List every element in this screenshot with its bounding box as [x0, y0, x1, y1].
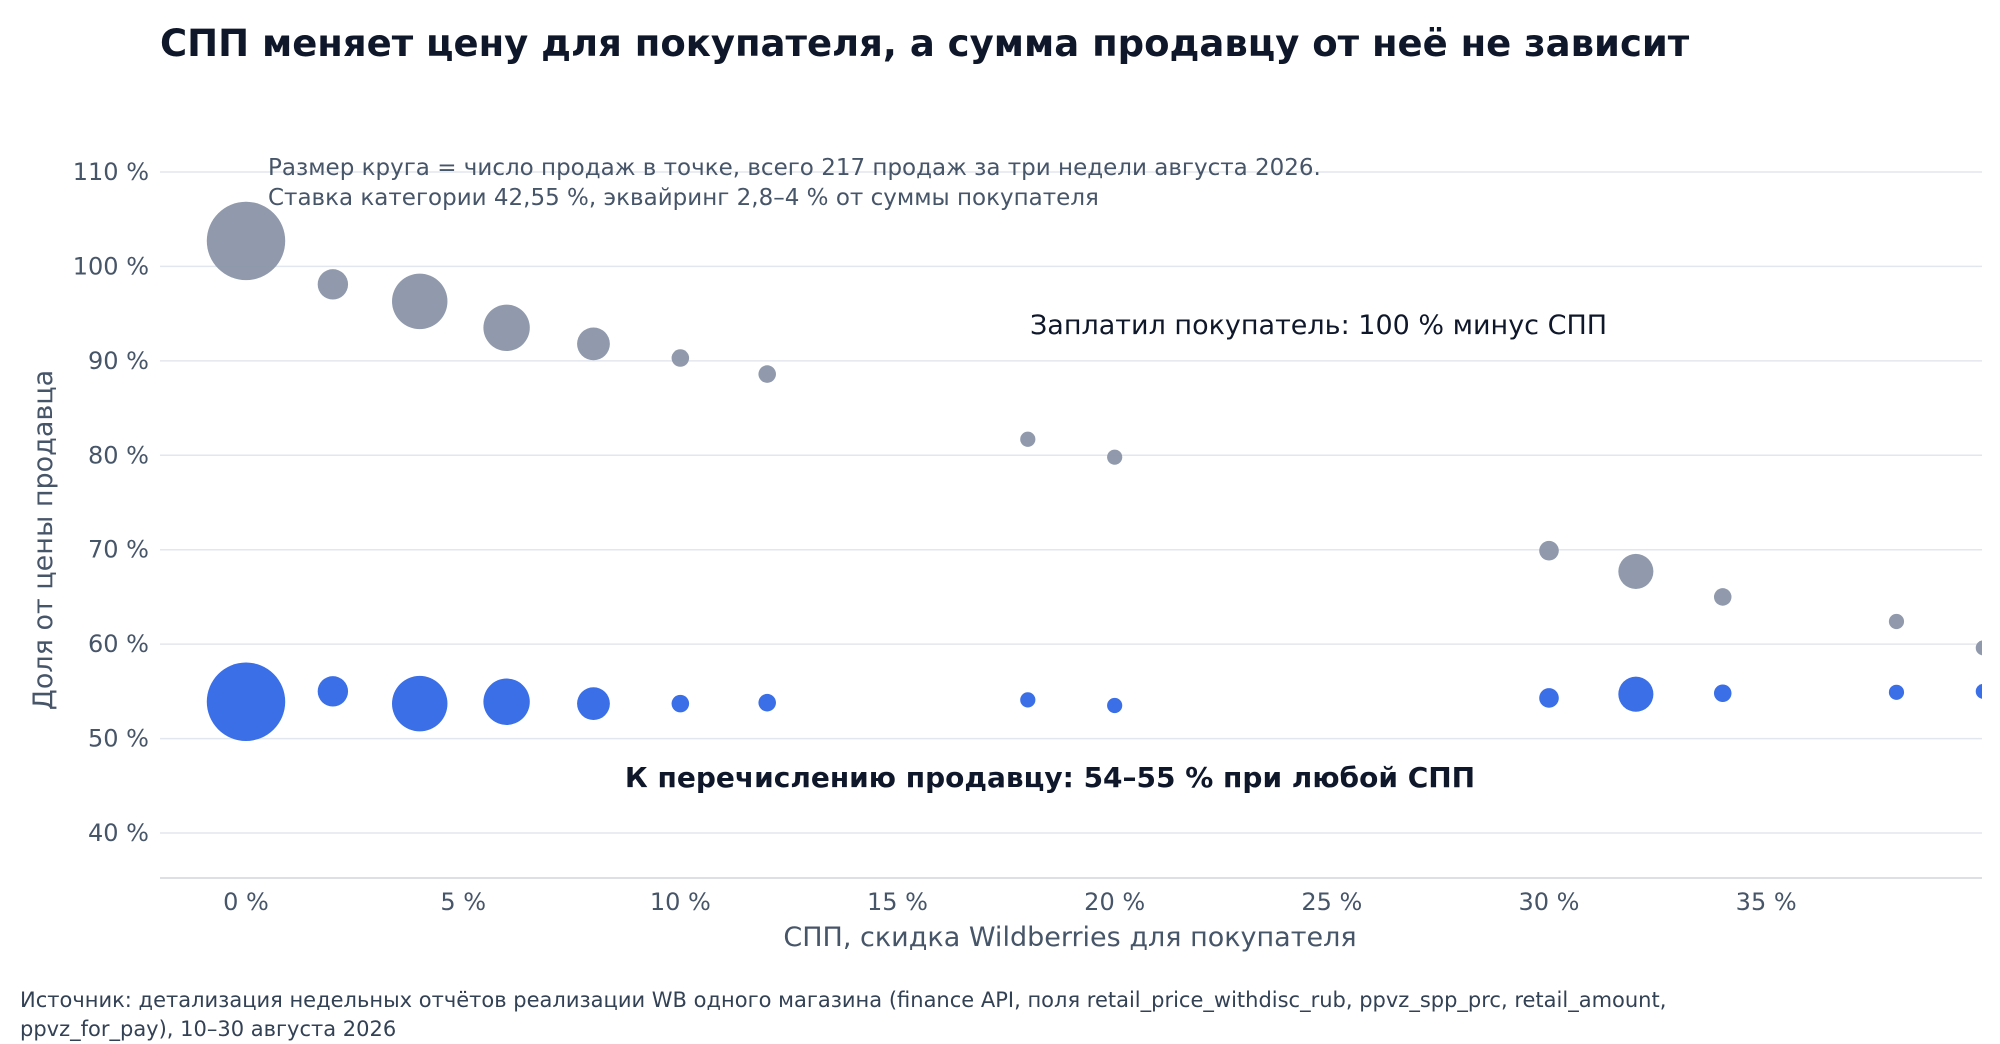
seller-payout-point	[1618, 676, 1654, 712]
buyer-price-point	[317, 269, 349, 300]
seller-payout-point	[671, 694, 690, 713]
y-tick-label: 110 %	[73, 158, 149, 186]
buyer-price-point	[758, 365, 776, 383]
buyer-price-point	[392, 273, 448, 330]
y-tick-label: 60 %	[88, 630, 149, 658]
x-tick-label: 30 %	[1519, 888, 1580, 916]
seller-payout-point	[483, 678, 530, 725]
seller-payout-point	[1888, 684, 1905, 700]
x-tick-label: 0 %	[223, 888, 269, 916]
chart-title: СПП меняет цену для покупателя, а сумма …	[160, 22, 1690, 65]
buyer-series-label: Заплатил покупатель: 100 % минус СПП	[1030, 310, 1607, 341]
source-note: Источник: детализация недельных отчётов …	[20, 986, 1666, 1044]
seller-payout-point	[392, 675, 448, 732]
x-axis-label: СПП, скидка Wildberries для покупателя	[783, 922, 1356, 953]
source-line-2: ppvz_for_pay), 10–30 августа 2026	[20, 1017, 397, 1041]
seller-payout-point	[1713, 684, 1732, 703]
y-tick-label: 80 %	[88, 441, 149, 469]
buyer-price-point	[1618, 553, 1654, 589]
seller-payout-point	[577, 687, 610, 721]
buyer-price-point	[206, 201, 286, 281]
seller-payout-point	[1107, 697, 1123, 714]
x-tick-label: 10 %	[650, 888, 711, 916]
y-tick-label: 50 %	[88, 725, 149, 753]
source-line-1: Источник: детализация недельных отчётов …	[20, 988, 1667, 1012]
buyer-price-point	[1107, 449, 1123, 465]
data-points	[206, 201, 1982, 741]
buyer-price-point	[1888, 613, 1905, 630]
y-tick-label: 100 %	[73, 252, 149, 280]
seller-payout-point	[317, 676, 349, 707]
buyer-price-point	[1713, 588, 1732, 606]
x-tick-label: 5 %	[440, 888, 486, 916]
x-tick-label: 20 %	[1084, 888, 1145, 916]
x-tick-label: 35 %	[1736, 888, 1797, 916]
buyer-price-point	[1975, 640, 1982, 656]
buyer-price-point	[483, 304, 530, 352]
y-tick-label: 70 %	[88, 536, 149, 564]
note-line-2: Ставка категории 42,55 %, эквайринг 2,8–…	[268, 185, 1099, 211]
x-tick-label: 25 %	[1301, 888, 1362, 916]
y-tick-label: 90 %	[88, 347, 149, 375]
x-tick-label: 15 %	[867, 888, 928, 916]
seller-payout-point	[1975, 683, 1982, 699]
grid-lines	[160, 171, 1982, 834]
seller-payout-point	[1539, 688, 1559, 708]
seller-series-label: К перечислению продавцу: 54–55 % при люб…	[625, 761, 1475, 794]
y-tick-label: 40 %	[88, 819, 149, 847]
note-line-1: Размер круга = число продаж в точке, все…	[268, 155, 1321, 181]
y-axis-label: Доля от цены продавца	[28, 370, 59, 710]
buyer-price-point	[671, 349, 690, 367]
buyer-price-point	[1539, 540, 1559, 561]
seller-payout-point	[758, 693, 776, 712]
seller-payout-point	[206, 662, 286, 741]
buyer-price-point	[1020, 431, 1036, 447]
seller-payout-point	[1020, 692, 1036, 708]
buyer-price-point	[577, 327, 610, 361]
x-tick-labels: 0 % 5 % 10 % 15 % 20 % 25 % 30 % 35 %	[223, 888, 1797, 916]
y-tick-labels: 40 % 50 % 60 % 70 % 80 % 90 % 100 % 110 %	[73, 158, 149, 847]
